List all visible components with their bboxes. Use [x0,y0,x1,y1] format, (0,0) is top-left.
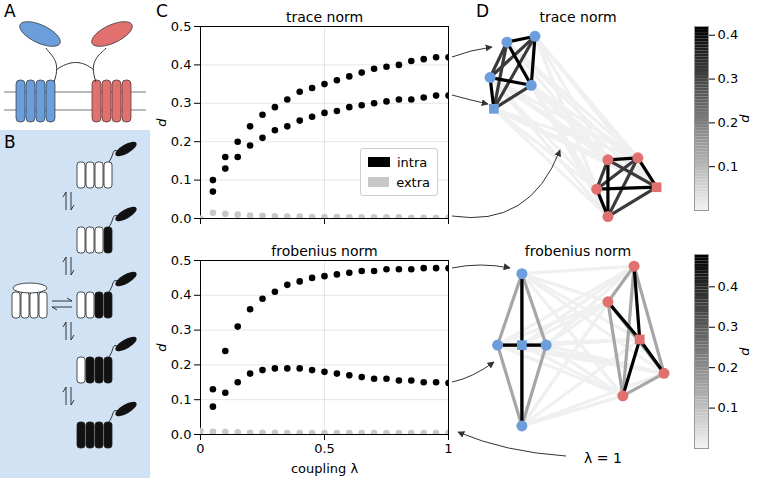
svg-text:0.0: 0.0 [171,211,192,226]
svg-text:trace norm: trace norm [539,9,616,25]
svg-text:0.4: 0.4 [718,27,739,42]
svg-text:0.4: 0.4 [718,279,739,294]
html-text:D: D [476,1,490,21]
svg-text:d: d [737,347,752,356]
html-text:C: C [156,1,168,21]
svg-text:0.3: 0.3 [718,71,739,86]
svg-text:0.5: 0.5 [171,19,192,34]
svg-text:d: d [154,343,169,352]
svg-text:0.2: 0.2 [718,360,739,375]
svg-text:0.1: 0.1 [718,400,739,415]
svg-text:0.4: 0.4 [171,57,192,72]
svg-text:0.5: 0.5 [171,253,192,268]
svg-text:trace norm: trace norm [286,9,363,25]
html-text:B: B [4,132,16,152]
html-text:A: A [4,1,16,21]
svg-text:0.1: 0.1 [171,392,192,407]
html-text:intra: intra [397,154,428,170]
svg-text:1: 1 [444,441,452,456]
svg-text:0.3: 0.3 [171,322,192,337]
svg-text:coupling λ: coupling λ [291,461,358,476]
svg-text:0.2: 0.2 [171,357,192,372]
svg-text:d: d [154,118,169,127]
svg-text:0.3: 0.3 [718,319,739,334]
svg-text:λ = 1: λ = 1 [584,450,622,466]
svg-text:frobenius norm: frobenius norm [525,243,631,259]
svg-text:0.2: 0.2 [171,134,192,149]
svg-text:0.1: 0.1 [171,172,192,187]
svg-text:frobenius norm: frobenius norm [271,243,377,259]
svg-text:0.2: 0.2 [718,115,739,130]
svg-text:0: 0 [196,441,204,456]
svg-text:0.1: 0.1 [718,159,739,174]
svg-text:0.4: 0.4 [171,287,192,302]
html-text:extra: extra [396,174,430,190]
svg-text:0.3: 0.3 [171,95,192,110]
svg-text:d: d [737,114,752,123]
svg-text:0.0: 0.0 [171,427,192,442]
svg-text:0.5: 0.5 [314,441,335,456]
